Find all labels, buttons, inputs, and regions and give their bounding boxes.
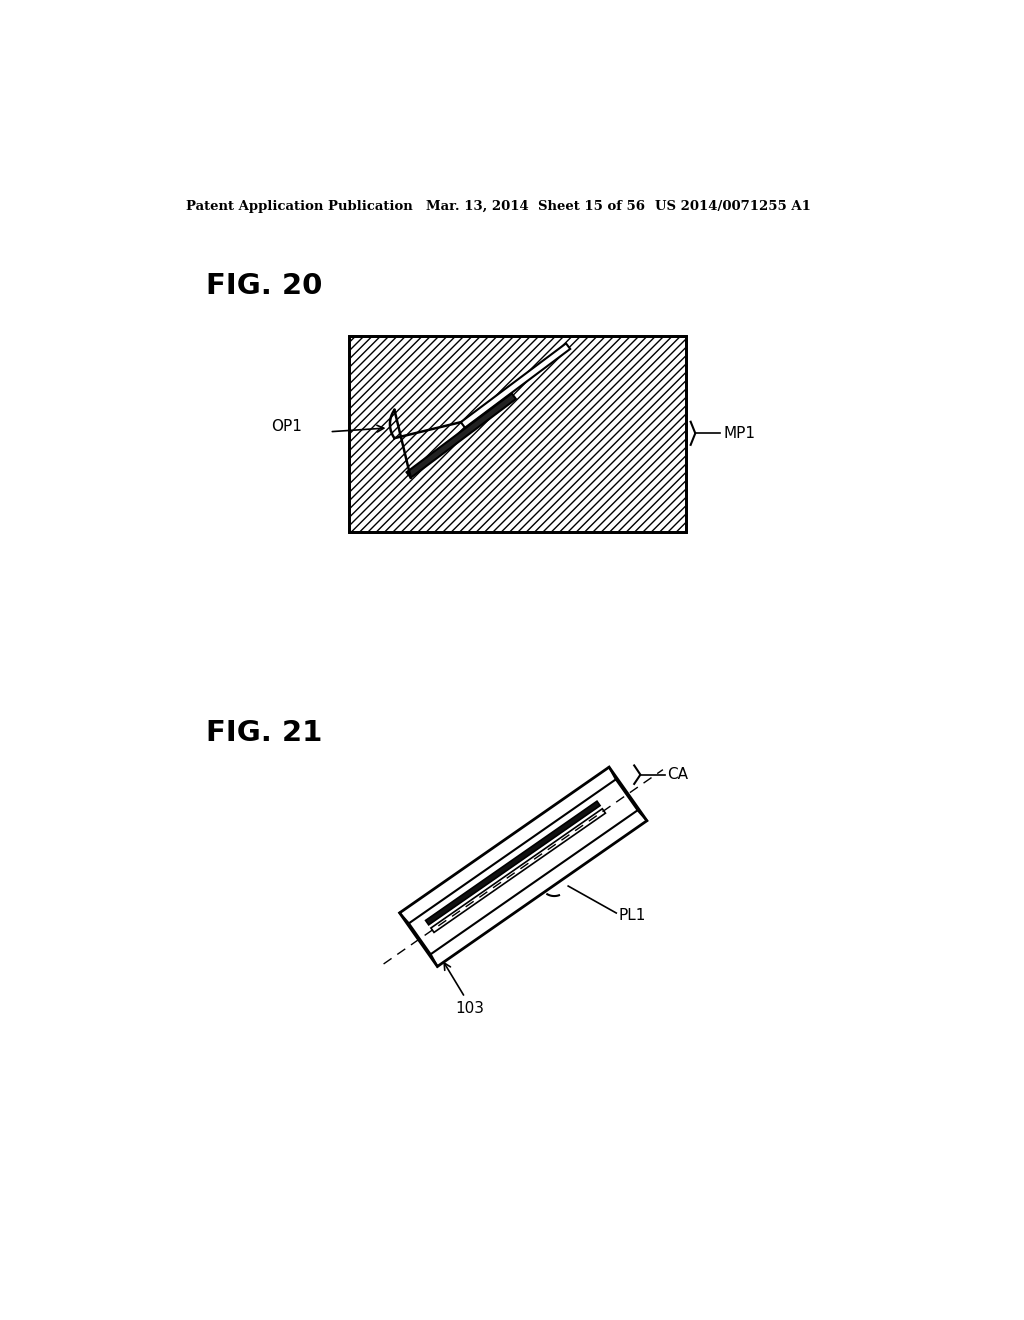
- Text: Patent Application Publication: Patent Application Publication: [186, 199, 413, 213]
- Polygon shape: [426, 801, 600, 925]
- Polygon shape: [409, 779, 638, 954]
- Text: OP1: OP1: [271, 418, 302, 434]
- Polygon shape: [431, 809, 605, 932]
- Polygon shape: [407, 393, 516, 478]
- Text: PL1: PL1: [618, 908, 646, 923]
- Text: FIG. 20: FIG. 20: [206, 272, 322, 301]
- Text: US 2014/0071255 A1: US 2014/0071255 A1: [655, 199, 811, 213]
- Polygon shape: [461, 343, 570, 428]
- Text: 103: 103: [456, 1002, 484, 1016]
- Bar: [349, 335, 686, 532]
- Polygon shape: [399, 767, 647, 966]
- Text: CA: CA: [668, 767, 688, 783]
- Bar: [349, 335, 686, 532]
- Text: MP1: MP1: [723, 426, 756, 441]
- Text: FIG. 21: FIG. 21: [206, 719, 322, 747]
- Text: Mar. 13, 2014  Sheet 15 of 56: Mar. 13, 2014 Sheet 15 of 56: [426, 199, 645, 213]
